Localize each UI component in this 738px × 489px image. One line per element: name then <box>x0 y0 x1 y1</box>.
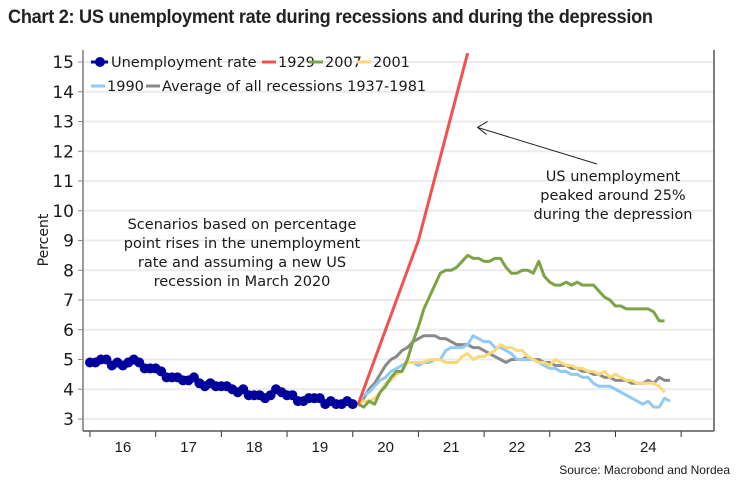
x-tick-label: 21 <box>443 439 460 456</box>
y-tick-label: 6 <box>63 321 74 341</box>
x-tick-label: 24 <box>640 439 657 456</box>
legend-label-average-of-all-recessions-1937-1981: Average of all recessions 1937-1981 <box>162 79 426 95</box>
gridlines <box>84 61 713 420</box>
series-line-2001 <box>357 343 666 406</box>
annotation-scenario-line: rate and assuming a new US <box>138 255 346 271</box>
annotation-depression-line: peaked around 25% <box>540 188 685 204</box>
y-tick-label: 12 <box>52 142 74 162</box>
x-tick-label: 16 <box>114 439 131 456</box>
x-tick-label: 17 <box>180 439 197 456</box>
series-line-2007 <box>357 253 665 409</box>
y-axis-label: Percent <box>36 213 52 266</box>
y-tick-label: 8 <box>63 261 74 281</box>
chart-title: Chart 2: US unemployment rate during rec… <box>8 6 653 28</box>
y-tick-label: 4 <box>63 380 74 400</box>
source-note: Source: Macrobond and Nordea <box>559 463 730 477</box>
legend-label-1929: 1929 <box>278 55 315 71</box>
y-tick-label: 13 <box>52 113 74 133</box>
annotations: Scenarios based on percentage point rises… <box>124 121 693 290</box>
y-tick-label: 7 <box>63 291 74 311</box>
annotation-depression-line: during the depression <box>534 207 693 223</box>
legend-label-unemployment-rate: Unemployment rate <box>111 55 257 71</box>
x-tick-label: 18 <box>246 439 263 456</box>
data-point-unemployment-rate <box>347 399 358 410</box>
y-tick-label: 3 <box>63 410 74 430</box>
series-line-1929 <box>356 52 470 405</box>
y-axis: 3 4 5 6 7 8 9 10 11 12 13 14 15 <box>52 53 83 430</box>
y-tick-label: 14 <box>52 83 74 103</box>
annotation-arrow-line <box>477 126 598 165</box>
legend-label-2007: 2007 <box>325 55 362 71</box>
series-group <box>85 52 671 410</box>
arrow-head-icon <box>476 121 488 135</box>
series-line-1990 <box>356 334 671 409</box>
y-tick-label: 15 <box>52 53 74 73</box>
x-tick-label: 19 <box>312 439 329 456</box>
y-tick-label: 5 <box>63 351 74 371</box>
legend-label-2001: 2001 <box>373 55 410 71</box>
x-tick-label: 23 <box>574 439 591 456</box>
series-line-average-of-all-recessions-1937-1981 <box>357 334 671 406</box>
legend: Unemployment rate 1929 2007 2001 1990 Average… <box>91 55 426 95</box>
x-tick-label: 22 <box>509 439 526 456</box>
x-axis: 16 17 18 19 20 21 22 23 24 <box>89 431 682 456</box>
annotation-scenario-line: recession in March 2020 <box>154 274 331 290</box>
legend-marker-unemployment-rate <box>95 57 105 67</box>
x-tick-label: 20 <box>377 439 394 456</box>
annotation-depression-line: US unemployment <box>546 169 681 185</box>
annotation-scenario-line: Scenarios based on percentage <box>128 217 357 233</box>
y-tick-label: 11 <box>52 172 74 192</box>
y-tick-label: 9 <box>63 232 74 252</box>
y-tick-label: 10 <box>52 202 74 222</box>
legend-label-1990: 1990 <box>107 79 144 95</box>
annotation-scenario-line: point rises in the unemployment <box>124 236 361 252</box>
